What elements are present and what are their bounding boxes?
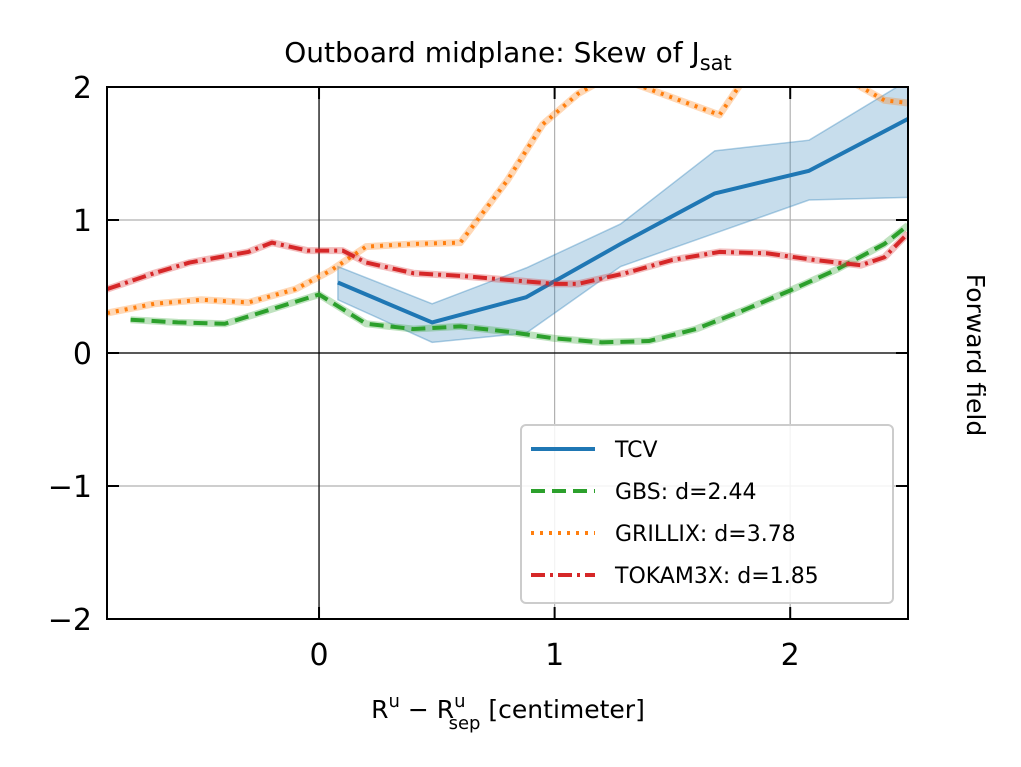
legend-label-0: TCV <box>614 438 658 463</box>
y-tick-label-1: −1 <box>48 470 92 505</box>
y-tick-label-2: 0 <box>73 337 92 372</box>
ticks <box>107 86 908 620</box>
x-axis-label-sup1: u <box>389 691 400 712</box>
chart-title-subscript: sat <box>700 51 732 75</box>
legend-label-2: GRILLIX: d=3.78 <box>615 522 796 547</box>
x-axis-label-r2: R <box>437 695 454 724</box>
series-layer <box>107 87 908 346</box>
legend-box <box>520 424 894 604</box>
x-tick-label-1: 1 <box>545 638 564 673</box>
chart-title: Outboard midplane: Skew of Jsat <box>284 36 732 75</box>
right-axis-label: Forward field <box>961 274 990 436</box>
series-line-1 <box>130 223 908 345</box>
series-line-3 <box>107 231 908 292</box>
x-axis-label-op: − <box>400 695 437 724</box>
x-tick-label-2: 2 <box>781 638 800 673</box>
y-tick-label-4: 2 <box>73 71 92 106</box>
series-halo-2 <box>107 87 908 317</box>
x-tick-label-0: 0 <box>309 638 328 673</box>
x-axis-label: Ru − Ru sep [centimeter] <box>371 691 645 734</box>
y-tick-label-0: −2 <box>48 603 92 638</box>
zero-lines <box>107 87 908 619</box>
tcv-uncertainty-band-layer <box>337 87 908 344</box>
legend-items: TCV GBS: d=2.44 GRILLIX: d=3.78 TOKAM3X: d=… <box>531 438 819 589</box>
tcv-uncertainty-band <box>337 87 908 344</box>
legend: TCV GBS: d=2.44 GRILLIX: d=3.78 TOKAM3X: d=… <box>520 424 894 604</box>
x-axis-label-sup2: u <box>454 691 465 712</box>
x-axis-label-r1: R <box>371 695 388 724</box>
series-line-0 <box>337 117 908 325</box>
y-tick-labels: −2 −1 0 1 2 <box>48 71 92 638</box>
chart-title-main: Outboard midplane: Skew of J <box>284 36 700 69</box>
x-tick-labels: 0 1 2 <box>309 638 799 673</box>
legend-label-1: GBS: d=2.44 <box>615 480 757 505</box>
x-axis-label-sub2: sep <box>449 713 481 734</box>
legend-label-3: TOKAM3X: d=1.85 <box>614 564 819 589</box>
x-axis-label-unit: [centimeter] <box>480 695 644 724</box>
y-tick-label-3: 1 <box>73 204 92 239</box>
